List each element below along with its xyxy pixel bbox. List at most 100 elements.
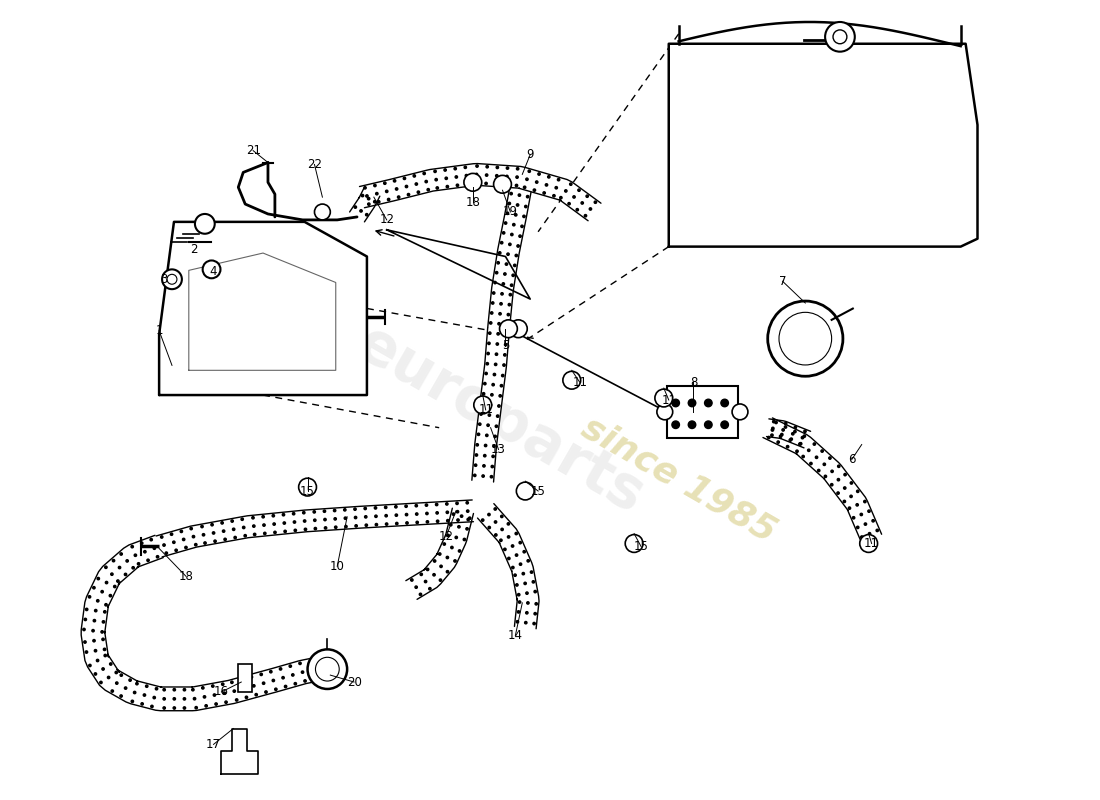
Circle shape — [517, 245, 519, 247]
Circle shape — [183, 538, 185, 541]
Circle shape — [503, 232, 505, 234]
Circle shape — [103, 610, 106, 613]
Polygon shape — [477, 504, 539, 629]
Circle shape — [461, 515, 463, 518]
Circle shape — [570, 183, 572, 186]
Circle shape — [844, 474, 846, 476]
Circle shape — [474, 396, 492, 414]
Circle shape — [195, 214, 214, 234]
Circle shape — [868, 533, 871, 535]
Text: 11: 11 — [661, 394, 676, 406]
Circle shape — [89, 664, 91, 666]
Circle shape — [406, 514, 408, 516]
Circle shape — [508, 303, 510, 306]
Circle shape — [488, 332, 491, 334]
Circle shape — [507, 314, 509, 316]
Circle shape — [294, 682, 297, 685]
Circle shape — [794, 430, 796, 433]
Circle shape — [482, 475, 484, 478]
Circle shape — [185, 546, 187, 549]
Circle shape — [484, 382, 486, 385]
Circle shape — [492, 302, 494, 304]
Circle shape — [504, 548, 506, 550]
Circle shape — [525, 622, 527, 624]
Polygon shape — [472, 328, 509, 482]
Circle shape — [515, 184, 518, 186]
Circle shape — [512, 566, 514, 569]
Circle shape — [334, 518, 337, 520]
Circle shape — [95, 650, 97, 652]
Circle shape — [856, 504, 858, 506]
Circle shape — [786, 446, 789, 448]
Circle shape — [194, 698, 196, 700]
Circle shape — [507, 522, 509, 525]
Text: 8: 8 — [690, 376, 697, 389]
Circle shape — [241, 518, 243, 521]
Circle shape — [496, 415, 499, 418]
Circle shape — [279, 668, 282, 670]
Circle shape — [494, 282, 496, 284]
Text: 19: 19 — [503, 206, 518, 218]
Circle shape — [138, 562, 140, 565]
Circle shape — [316, 658, 339, 681]
Circle shape — [828, 457, 832, 459]
Circle shape — [365, 524, 367, 526]
Circle shape — [433, 560, 436, 562]
Circle shape — [361, 194, 364, 197]
Circle shape — [817, 470, 820, 472]
Circle shape — [515, 254, 517, 257]
Circle shape — [510, 234, 513, 236]
Circle shape — [222, 530, 224, 532]
Circle shape — [384, 182, 386, 184]
Circle shape — [163, 707, 165, 709]
Circle shape — [515, 214, 517, 216]
Circle shape — [512, 545, 514, 547]
Circle shape — [427, 189, 429, 191]
Circle shape — [309, 660, 312, 662]
Circle shape — [221, 522, 223, 524]
Circle shape — [426, 504, 428, 506]
Circle shape — [110, 663, 112, 665]
Circle shape — [355, 525, 358, 527]
Circle shape — [475, 454, 477, 456]
Circle shape — [153, 547, 155, 550]
Circle shape — [425, 580, 427, 582]
Text: 5: 5 — [502, 339, 509, 352]
Circle shape — [141, 702, 143, 705]
Circle shape — [364, 186, 366, 189]
Circle shape — [519, 563, 521, 566]
Text: 11: 11 — [865, 537, 879, 550]
Text: 10: 10 — [330, 560, 344, 573]
Circle shape — [768, 301, 843, 376]
Circle shape — [437, 520, 439, 522]
Circle shape — [173, 707, 176, 709]
Circle shape — [481, 402, 484, 405]
Circle shape — [465, 174, 468, 177]
Circle shape — [487, 352, 490, 354]
Circle shape — [447, 534, 449, 537]
Text: 7: 7 — [779, 274, 786, 288]
Text: since 1985: since 1985 — [575, 410, 782, 549]
Circle shape — [447, 186, 449, 188]
Circle shape — [478, 423, 481, 426]
Polygon shape — [679, 22, 960, 46]
Circle shape — [129, 679, 131, 682]
Circle shape — [516, 554, 518, 556]
Circle shape — [82, 628, 85, 630]
Circle shape — [466, 510, 469, 512]
Text: 12: 12 — [379, 214, 394, 226]
Circle shape — [495, 425, 497, 427]
Circle shape — [506, 167, 508, 170]
Circle shape — [135, 682, 139, 685]
Circle shape — [204, 542, 206, 544]
Circle shape — [452, 513, 454, 515]
Circle shape — [323, 518, 327, 521]
Circle shape — [190, 527, 192, 530]
Text: 15: 15 — [300, 485, 315, 498]
Circle shape — [527, 602, 529, 604]
Circle shape — [485, 174, 487, 176]
Circle shape — [510, 193, 513, 194]
Circle shape — [509, 320, 527, 338]
Circle shape — [202, 534, 205, 536]
Circle shape — [771, 434, 773, 436]
